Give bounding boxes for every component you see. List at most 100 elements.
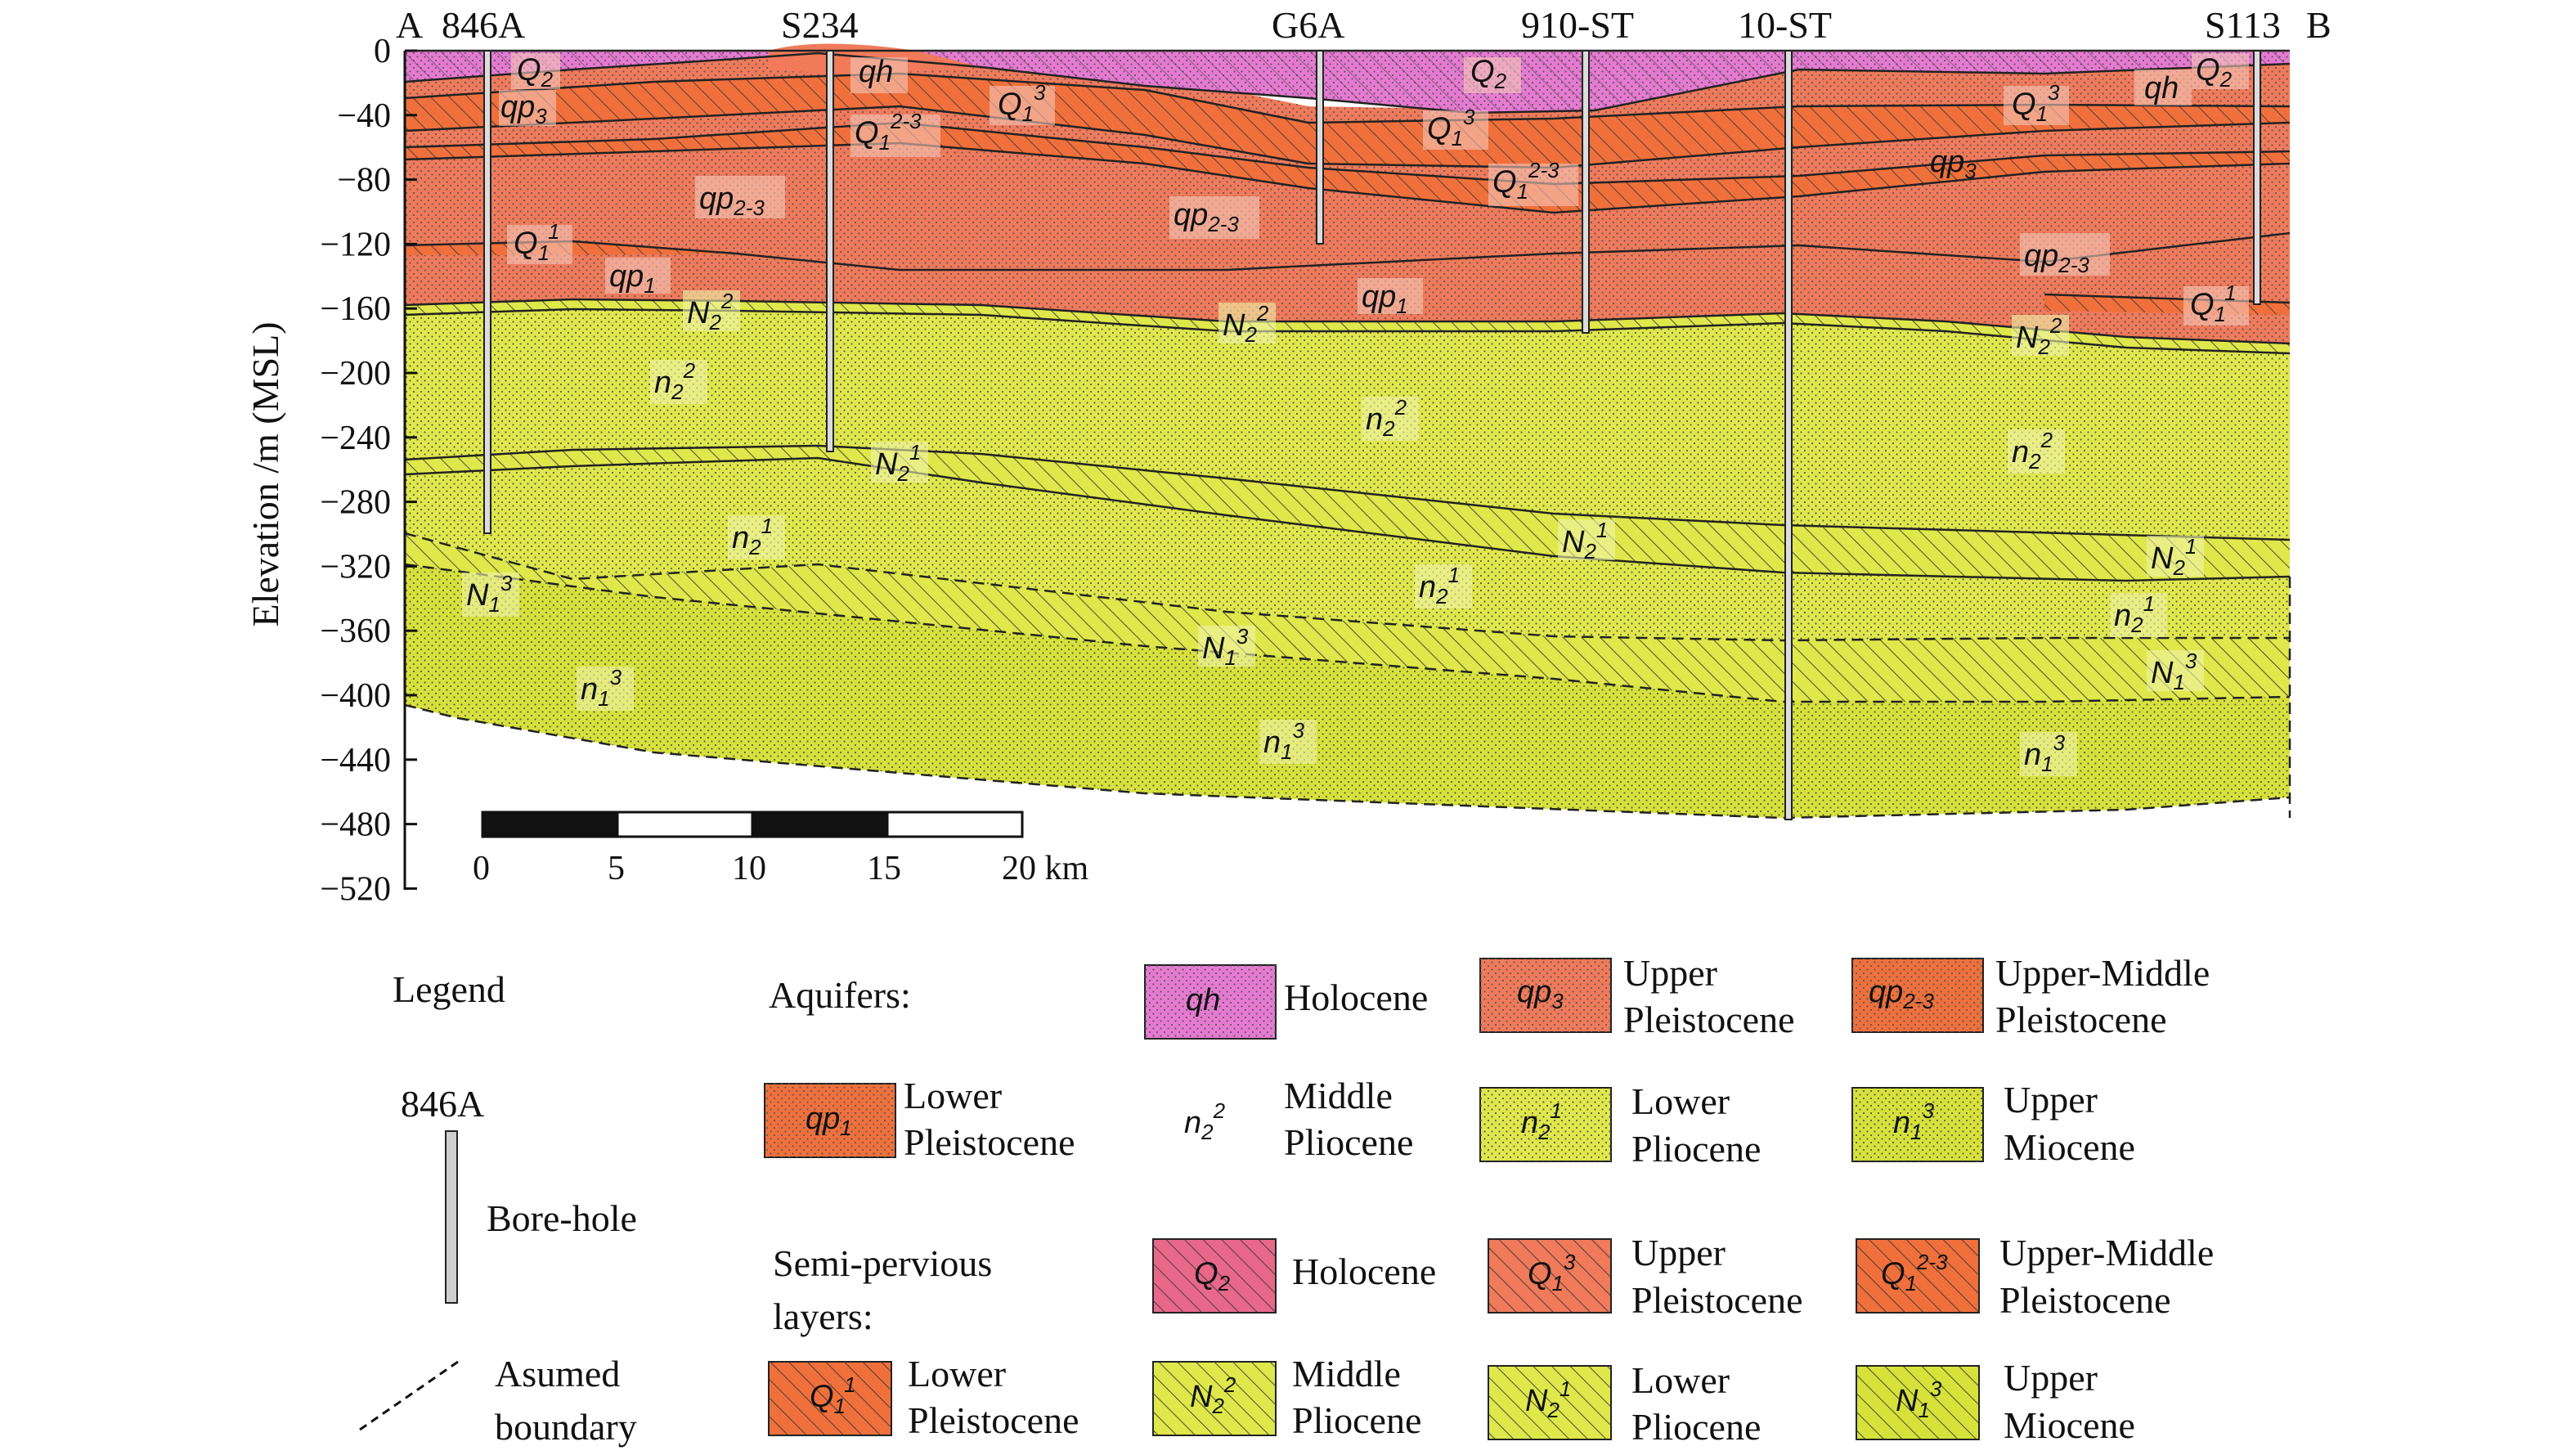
y-tick-label: −480 (320, 806, 391, 844)
label-Q1-2-3-b: Q12-3 (1492, 158, 1560, 204)
svg-text:Pliocene: Pliocene (1631, 1128, 1761, 1170)
legend-semi-lower-pleistocene: Q11 Lower Pleistocene (768, 1353, 1079, 1441)
label-N2-2-c: N22 (2016, 313, 2062, 359)
section-header: A 846A S234 G6A 910-ST 10-ST S113 B (396, 4, 2331, 46)
borehole-label-10-ST: 10-ST (1738, 4, 1832, 46)
svg-text:qh: qh (1186, 983, 1220, 1017)
svg-text:Upper: Upper (1631, 1232, 1726, 1273)
legend-title: Legend (393, 968, 505, 1010)
boundary-lines (404, 49, 2291, 582)
svg-text:Lower: Lower (904, 1075, 1002, 1116)
label-Q2-a: Q2 (517, 53, 554, 92)
borehole-10-ST[interactable] (1784, 50, 1793, 820)
borehole-label-910-ST: 910-ST (1521, 4, 1634, 46)
svg-text:Lower: Lower (908, 1353, 1006, 1394)
borehole-G6A[interactable] (1316, 50, 1324, 245)
y-tick-label: −80 (337, 162, 391, 200)
scale-tick-20: 20 km (1002, 850, 1089, 887)
legend: Legend 846A Bore-hole Asumed boundary Aq… (359, 952, 2214, 1448)
legend-borehole-label: Bore-hole (487, 1197, 637, 1239)
scale-tick-10: 10 (732, 850, 766, 887)
section-end-left: A (396, 4, 423, 46)
label-Q1-3-a: Q13 (998, 80, 1046, 126)
borehole-846A[interactable] (483, 50, 491, 534)
legend-assumed-1: Asumed (495, 1353, 620, 1394)
legend-semi-middle-pliocene: N22 Middle Pliocene (1152, 1353, 1421, 1441)
label-N2-2-a: N22 (687, 289, 734, 335)
legend-assumed-2: boundary (495, 1406, 637, 1448)
svg-text:Pliocene: Pliocene (1284, 1121, 1413, 1163)
svg-text:Middle: Middle (1292, 1353, 1401, 1394)
label-qp2-3-b: qp2-3 (1174, 198, 1239, 236)
label-qp1-b: qp1 (1362, 280, 1408, 318)
svg-text:Pleistocene: Pleistocene (908, 1399, 1079, 1441)
scale-tick-0: 0 (473, 850, 490, 887)
svg-text:Upper: Upper (2004, 1079, 2098, 1120)
legend-aq-upper-pleistocene: qp3 Upper Pleistocene (1479, 952, 1795, 1040)
label-n1-3-c: n13 (2024, 730, 2066, 776)
scale-bar: 0 5 10 15 20 km (473, 811, 1089, 887)
legend-semi-title-1: Semi-pervious (773, 1242, 992, 1284)
label-N1-3-b: N13 (1202, 624, 1249, 670)
label-N1-3-a: N13 (466, 571, 513, 617)
y-tick-label: −40 (337, 97, 391, 135)
svg-text:Upper: Upper (1623, 952, 1717, 994)
y-tick-label: −160 (320, 290, 391, 328)
y-tick-label: −120 (320, 226, 391, 263)
legend-assumed-line (359, 1360, 459, 1431)
label-Q2-b: Q2 (1470, 55, 1507, 93)
y-axis: 0 −40 −80 −120 −160 −200 −240 −280 −320 −360 −400 −… (245, 33, 417, 908)
label-qp2-3-a: qp2-3 (699, 182, 765, 220)
layer-labels: Q2 qh qp3 Q12-3 Q13 Q2 Q13 Q12-3 Q13 qh … (462, 53, 2249, 776)
y-tick-label: 0 (374, 33, 391, 70)
svg-text:N21: N21 (1525, 1376, 1571, 1422)
legend-borehole-symbol (445, 1130, 458, 1304)
label-qp2-3-c: qp2-3 (2024, 239, 2089, 277)
scale-tick-5: 5 (608, 850, 625, 887)
svg-text:N13: N13 (1896, 1376, 1942, 1422)
svg-text:qp2-3: qp2-3 (1869, 975, 1934, 1013)
svg-text:Pleistocene: Pleistocene (1631, 1279, 1803, 1321)
svg-text:Miocene: Miocene (2004, 1404, 2135, 1446)
legend-semi-holocene: Q2 Holocene (1152, 1238, 1436, 1314)
svg-text:Lower: Lower (1631, 1359, 1730, 1401)
svg-text:Pliocene: Pliocene (1631, 1406, 1761, 1448)
y-tick-label: −280 (320, 484, 391, 522)
svg-text:qp1: qp1 (806, 1102, 852, 1140)
svg-text:Miocene: Miocene (2004, 1126, 2135, 1168)
svg-text:qp3: qp3 (1517, 975, 1564, 1013)
svg-text:Pleistocene: Pleistocene (1995, 999, 2167, 1040)
svg-text:n13: n13 (1893, 1098, 1935, 1144)
borehole-S234[interactable] (826, 50, 834, 452)
y-tick-label: −440 (320, 742, 391, 779)
legend-aq-middle-pliocene: n22 Middle Pliocene (1184, 1075, 1413, 1163)
y-tick-label: −200 (320, 355, 391, 393)
y-tick-label: −400 (320, 677, 391, 715)
borehole-label-S234: S234 (781, 4, 859, 46)
svg-text:Upper-Middle: Upper-Middle (1995, 952, 2210, 994)
legend-aq-holocene: qh Holocene (1144, 964, 1428, 1040)
label-n2-1-a: n21 (732, 514, 773, 559)
label-n2-2-a: n22 (654, 358, 696, 404)
label-N2-2-b: N22 (1223, 301, 1269, 347)
svg-text:n21: n21 (1521, 1098, 1562, 1144)
legend-aq-lower-pleistocene: qp1 Lower Pleistocene (764, 1075, 1075, 1163)
legend-semi-upper-miocene: N13 Upper Miocene (1856, 1357, 2135, 1446)
svg-text:Holocene: Holocene (1292, 1251, 1436, 1292)
svg-text:Q2: Q2 (1194, 1257, 1231, 1296)
legend-semi-upper-middle-pleistocene: Q12-3 Upper-Middle Pleistocene (1856, 1232, 2214, 1321)
label-N1-3-c: N13 (2151, 649, 2197, 694)
borehole-S113[interactable] (2253, 50, 2261, 305)
borehole-label-S113: S113 (2205, 4, 2281, 46)
borehole-910-ST[interactable] (1582, 50, 1590, 334)
svg-text:Upper: Upper (2004, 1357, 2098, 1399)
label-qp3-b: qp3 (1930, 145, 1977, 183)
boreholes (483, 50, 2261, 820)
label-Q1-1-a: Q11 (514, 219, 560, 265)
label-Q1-2-3-a: Q12-3 (855, 109, 922, 155)
label-Q1-1-b: Q11 (2190, 281, 2237, 326)
svg-text:Q11: Q11 (810, 1372, 856, 1418)
label-n2-2-b: n22 (1366, 395, 1407, 441)
svg-text:Q13: Q13 (1528, 1250, 1576, 1296)
